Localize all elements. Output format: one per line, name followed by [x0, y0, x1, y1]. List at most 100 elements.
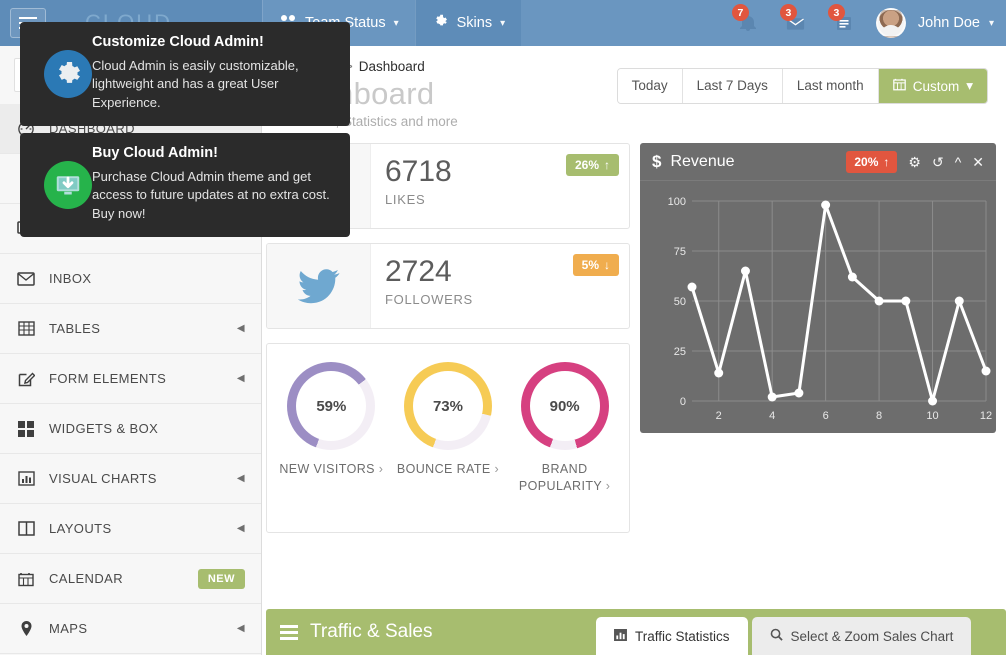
messages-badge: 3 — [779, 4, 797, 21]
svg-text:12: 12 — [980, 410, 992, 422]
page-subtitle: Overview, Statistics and more — [280, 114, 458, 129]
chevron-right-icon: › — [378, 462, 384, 476]
tasks-button[interactable]: 3 — [822, 0, 866, 46]
stat-value: 6718 — [385, 155, 452, 188]
messages-button[interactable]: 3 — [774, 0, 818, 46]
main-content: 🏠 Home > Dashboard Dashboard Overview, S… — [262, 46, 1006, 655]
arrow-up-icon: ↑ — [604, 158, 610, 172]
svg-text:6: 6 — [823, 410, 829, 422]
svg-text:2: 2 — [716, 410, 722, 422]
calendar-icon — [892, 78, 906, 94]
svg-text:25: 25 — [674, 346, 686, 358]
tooltip-buy-body: Purchase Cloud Admin theme and get acces… — [92, 169, 330, 221]
revenue-delta-badge: 20% ↑ — [846, 150, 898, 173]
sidebar-item-badge: NEW — [197, 568, 245, 589]
page-header: 🏠 Home > Dashboard Dashboard Overview, S… — [262, 46, 1006, 129]
twitter-icon — [267, 244, 371, 328]
gear-circle-icon — [44, 50, 92, 99]
sidebar-item-label: INBOX — [49, 271, 92, 286]
notifications-button[interactable]: 7 — [726, 0, 770, 46]
chevron-left-icon: ◀ — [236, 323, 245, 334]
edit-icon — [16, 370, 36, 387]
stat-label: FOLLOWERS — [385, 291, 473, 307]
donut-label: NEW VISITORS — [279, 462, 375, 476]
chevron-down-icon[interactable]: ▾ — [988, 17, 994, 29]
stat-delta-value: 5% — [581, 258, 599, 272]
date-range-custom[interactable]: Custom ▾ — [878, 69, 987, 103]
sidebar-item-widgets-box[interactable]: WIDGETS & BOX — [0, 404, 261, 454]
sidebar-item-label: FORM ELEMENTS — [49, 371, 167, 386]
stat-card-followers[interactable]: 2724 FOLLOWERS 5% ↓ — [266, 243, 630, 329]
map-marker-icon — [16, 620, 36, 637]
donut-label: BOUNCE RATE — [396, 462, 491, 476]
date-range-label: Today — [631, 78, 668, 93]
menu-icon[interactable] — [280, 624, 298, 640]
chevron-down-icon: ▾ — [393, 17, 399, 29]
sidebar-item-form-elements[interactable]: FORM ELEMENTS ◀ — [0, 354, 261, 404]
svg-text:100: 100 — [668, 196, 686, 208]
donut-gauge-bounce-rate[interactable]: 73% BOUNCE RATE › — [393, 362, 503, 478]
date-range-last-7-days[interactable]: Last 7 Days — [682, 69, 783, 103]
refresh-icon[interactable]: ↺ — [931, 153, 944, 170]
chevron-left-icon: ◀ — [236, 623, 245, 634]
tooltip-buy-title: Buy Cloud Admin! — [92, 145, 218, 161]
donut-ring: 90% — [520, 362, 609, 450]
donut-value: 59% — [296, 371, 367, 441]
user-name-label[interactable]: John Doe — [917, 15, 980, 31]
gear-icon[interactable]: ⚙ — [908, 153, 921, 170]
tooltip-customize[interactable]: Customize Cloud Admin! Cloud Admin is ea… — [20, 22, 350, 127]
dollar-icon: $ — [652, 151, 662, 171]
traffic-sales-title: Traffic & Sales — [310, 621, 433, 642]
sidebar-item-label: MAPS — [49, 621, 88, 636]
tab-select-zoom-sales-chart[interactable]: Select & Zoom Sales Chart — [751, 617, 972, 655]
sidebar-item-inbox[interactable]: INBOX — [0, 254, 261, 304]
breadcrumb-current: Dashboard — [358, 58, 425, 74]
donut-gauge-card: 59% NEW VISITORS › 73% BOUNCE RATE › 90% BRAN… — [266, 343, 630, 533]
stat-delta-badge: 26% ↑ — [565, 154, 619, 176]
collapse-icon[interactable]: ^ — [954, 153, 962, 170]
tooltip-customize-title: Customize Cloud Admin! — [92, 34, 264, 50]
sidebar-item-maps[interactable]: MAPS ◀ — [0, 604, 261, 654]
date-range-last-month[interactable]: Last month — [782, 69, 879, 103]
stat-delta-badge: 5% ↓ — [572, 254, 619, 276]
tab-label: Traffic Statistics — [635, 628, 730, 644]
tasks-badge: 3 — [827, 4, 845, 21]
chevron-left-icon: ◀ — [236, 473, 245, 484]
notifications-badge: 7 — [731, 4, 749, 21]
donut-gauge-brand-popularity[interactable]: 90% BRAND POPULARITY › — [510, 362, 620, 495]
sidebar-item-layouts[interactable]: LAYOUTS ◀ — [0, 504, 261, 554]
date-range-today[interactable]: Today — [617, 69, 683, 103]
chevron-left-icon: ◀ — [236, 373, 245, 384]
dashboard-grid: 6718 LIKES 26% ↑ 2724 FOLLOWERS 5% ↓ 59% NEW VIS… — [262, 129, 1006, 533]
revenue-panel-tools: 20% ↑ ⚙ ↺ ^ ✕ — [846, 150, 984, 173]
tab-traffic-statistics[interactable]: Traffic Statistics — [596, 617, 748, 655]
donut-value: 90% — [529, 371, 600, 441]
nav-skins[interactable]: Skins ▾ — [414, 0, 522, 46]
chevron-down-icon: ▾ — [500, 17, 506, 29]
download-circle-icon — [44, 161, 92, 210]
donut-gauge-new-visitors[interactable]: 59% NEW VISITORS › — [276, 362, 386, 478]
sidebar-item-visual-charts[interactable]: VISUAL CHARTS ◀ — [0, 454, 261, 504]
sidebar-item-label: LAYOUTS — [49, 521, 112, 536]
donut-ring: 73% — [403, 362, 492, 450]
donut-label: BRAND POPULARITY — [518, 462, 602, 493]
search-zoom-icon — [770, 628, 783, 644]
tab-label: Select & Zoom Sales Chart — [790, 628, 954, 644]
stat-label: LIKES — [385, 191, 426, 207]
donut-ring: 59% — [287, 362, 376, 450]
revenue-panel: $ Revenue 20% ↑ ⚙ ↺ ^ ✕ — [640, 143, 996, 433]
sidebar-item-calendar[interactable]: CALENDAR NEW — [0, 554, 261, 604]
svg-text:8: 8 — [876, 410, 882, 422]
close-icon[interactable]: ✕ — [972, 153, 984, 170]
date-range-label: Last month — [796, 78, 864, 93]
svg-text:10: 10 — [926, 410, 938, 422]
svg-text:75: 75 — [674, 246, 686, 258]
revenue-panel-title: Revenue — [670, 152, 735, 170]
sidebar-item-tables[interactable]: TABLES ◀ — [0, 304, 261, 354]
bar-chart-icon — [614, 628, 627, 644]
avatar[interactable] — [875, 8, 906, 38]
tooltip-buy[interactable]: Buy Cloud Admin! Purchase Cloud Admin th… — [20, 133, 350, 238]
stat-delta-value: 26% — [574, 158, 599, 172]
traffic-sales-panel-header: Traffic & Sales Traffic Statistics Select… — [266, 609, 1006, 655]
